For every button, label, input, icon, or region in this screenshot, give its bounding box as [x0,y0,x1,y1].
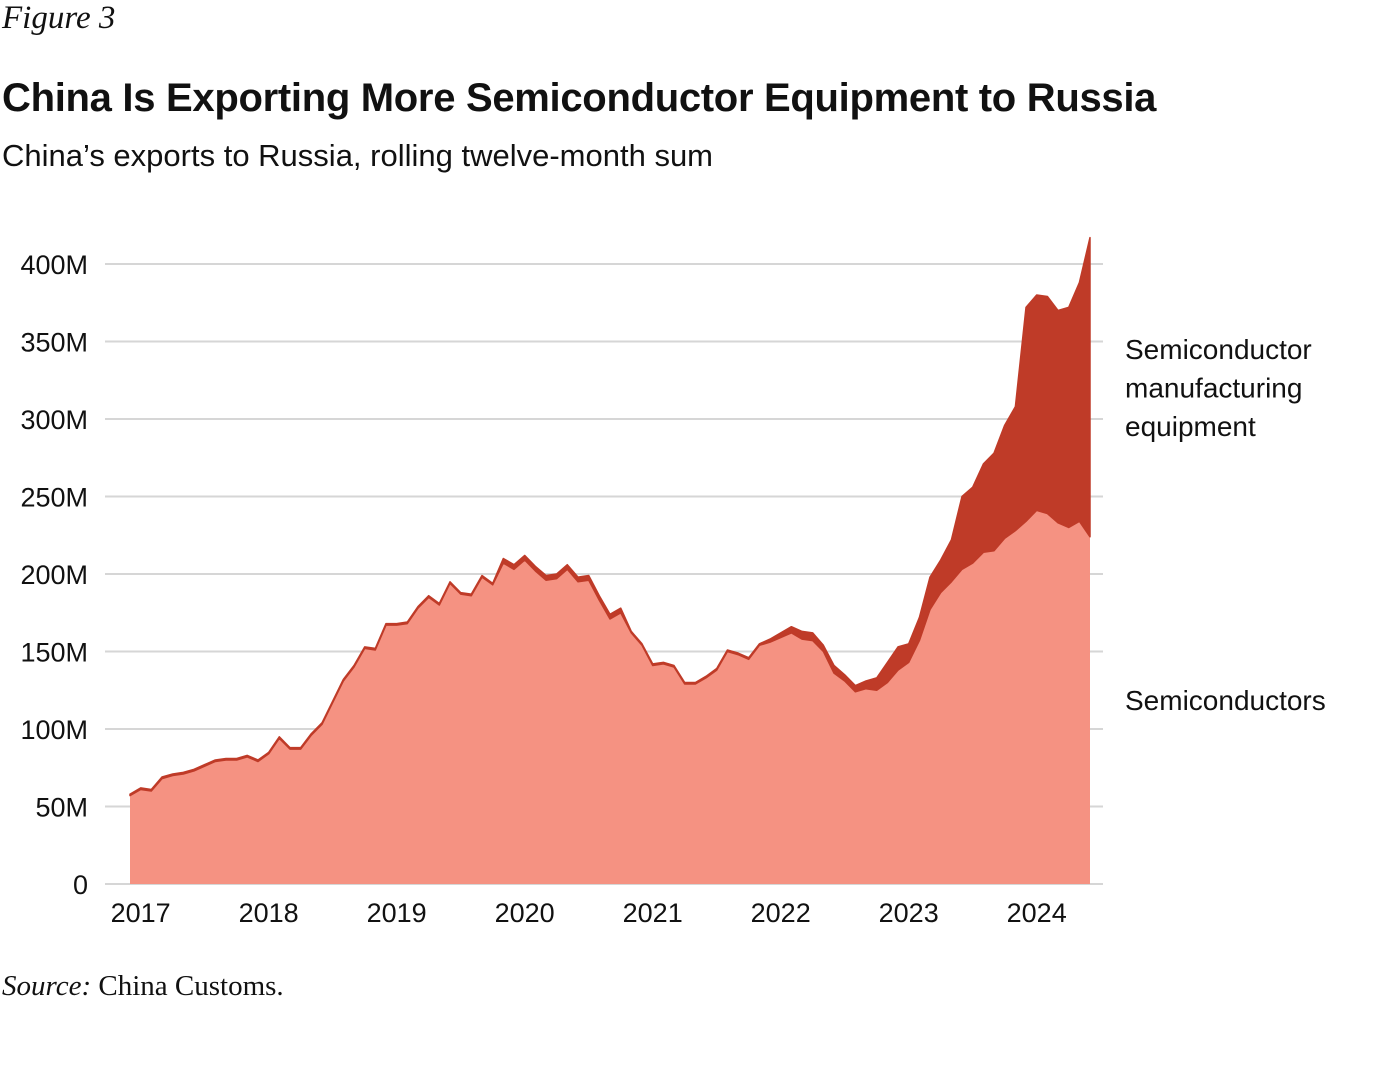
x-tick-label: 2021 [623,898,683,928]
areas [129,236,1091,884]
figure-label: Figure 3 [2,0,116,36]
x-tick-label: 2018 [239,898,299,928]
x-tick-label: 2020 [495,898,555,928]
chart-title: China Is Exporting More Semiconductor Eq… [2,76,1157,120]
y-tick-label: 250M [20,483,88,513]
series-label-equipment: manufacturing [1125,373,1302,404]
series-label-equipment: equipment [1125,411,1256,442]
x-tick-label: 2024 [1007,898,1067,928]
y-tick-label: 350M [20,328,88,358]
y-tick-label: 300M [20,405,88,435]
y-tick-label: 0 [73,870,88,900]
x-tick-label: 2017 [111,898,171,928]
area-equipment [129,236,1091,797]
series-labels: Semiconductors Semiconductor manufacturing… [1125,334,1326,716]
y-tick-label: 400M [20,250,88,280]
x-tick-label: 2022 [751,898,811,928]
y-tick-label: 100M [20,715,88,745]
series-label-semiconductors: Semiconductors [1125,685,1326,716]
source-prefix: Source: [2,970,92,1002]
source-note: Source: China Customs. [2,970,284,1003]
y-tick-label: 200M [20,560,88,590]
area-semiconductors [130,510,1090,884]
x-axis-ticks: 2017 2018 2019 2020 2021 2022 2023 2024 [111,898,1067,928]
x-tick-label: 2023 [879,898,939,928]
chart-subtitle: China’s exports to Russia, rolling twelv… [2,138,714,173]
x-tick-label: 2019 [367,898,427,928]
series-label-equipment: Semiconductor [1125,334,1312,365]
source-text: China Customs. [98,970,284,1002]
y-axis-ticks: 0 50M 100M 150M 200M 250M 300M 350M 400M [20,250,88,900]
y-tick-label: 150M [20,638,88,668]
y-tick-label: 50M [35,793,88,823]
